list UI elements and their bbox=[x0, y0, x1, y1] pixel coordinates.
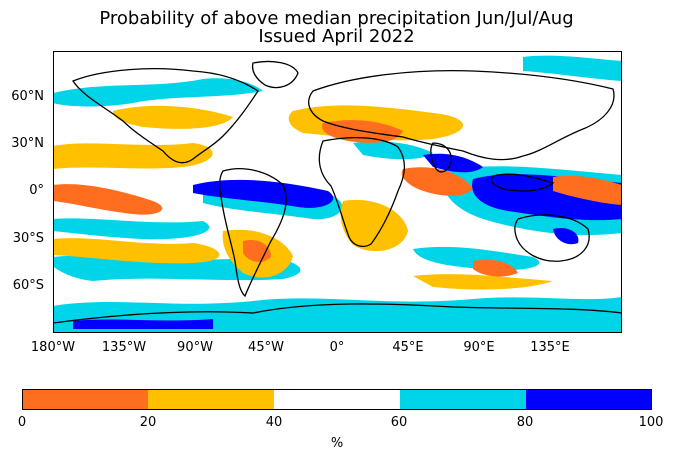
lat-label-30s: 30°S bbox=[12, 231, 44, 246]
field-yellow-africa-south bbox=[340, 199, 408, 252]
field-yellow-south-ind bbox=[413, 274, 553, 290]
lat-label-60s: 60°S bbox=[12, 278, 44, 293]
colorbar-segment-0 bbox=[22, 389, 149, 410]
field-blue-india bbox=[423, 153, 483, 173]
precipitation-map bbox=[53, 51, 622, 333]
field-orange-west-pacific bbox=[553, 175, 622, 205]
field-blue-atlantic bbox=[193, 179, 334, 208]
lon-label-45e: 45°E bbox=[392, 340, 424, 355]
field-cyan-pacific-south bbox=[53, 218, 210, 240]
outline-india bbox=[430, 142, 452, 173]
lon-label-135e: 135°E bbox=[530, 340, 570, 355]
colorbar-tick-0: 0 bbox=[17, 415, 27, 430]
field-blue-south bbox=[73, 319, 213, 329]
colorbar-tick-80: 80 bbox=[516, 415, 534, 430]
colorbar-tick-60: 60 bbox=[390, 415, 408, 430]
lon-label-90e: 90°E bbox=[463, 340, 495, 355]
lon-label-135w: 135°W bbox=[101, 340, 147, 355]
lat-label-30n: 30°N bbox=[11, 136, 44, 151]
colorbar bbox=[22, 389, 652, 410]
outline-greenland bbox=[251, 60, 299, 89]
outline-north-america bbox=[72, 68, 259, 164]
field-yellow-pacific bbox=[53, 143, 213, 169]
outline-antarctica bbox=[53, 303, 622, 324]
colorbar-unit: % bbox=[330, 436, 344, 451]
lon-label-45w: 45°W bbox=[248, 340, 284, 355]
field-cyan-top bbox=[523, 55, 622, 81]
outline-africa bbox=[318, 137, 406, 248]
outline-eurasia bbox=[308, 70, 615, 161]
outline-maritime-se-asia bbox=[490, 173, 555, 192]
lat-label-0: 0° bbox=[29, 183, 44, 198]
field-orange-south bbox=[473, 259, 518, 277]
colorbar-tick-20: 20 bbox=[139, 415, 157, 430]
colorbar-tick-100: 100 bbox=[638, 415, 664, 430]
map-frame bbox=[53, 51, 622, 333]
field-orange-east-pacific bbox=[53, 184, 163, 215]
map-subtitle: Issued April 2022 bbox=[258, 26, 415, 47]
field-orange-indian-ocean bbox=[401, 167, 473, 196]
colorbar-segment-2 bbox=[274, 389, 401, 410]
map-title: Probability of above median precipitatio… bbox=[99, 8, 574, 29]
colorbar-tick-40: 40 bbox=[265, 415, 283, 430]
outline-south-america bbox=[219, 168, 287, 298]
lon-label-180w: 180°W bbox=[30, 340, 76, 355]
field-cyan-central-asia bbox=[353, 141, 433, 160]
outline-australia bbox=[514, 214, 590, 262]
field-cyan-north bbox=[53, 78, 263, 107]
colorbar-segment-3 bbox=[400, 389, 527, 410]
colorbar-segment-1 bbox=[148, 389, 275, 410]
lat-label-60n: 60°N bbox=[11, 89, 44, 104]
probability-fields bbox=[53, 55, 622, 333]
lon-label-90w: 90°W bbox=[177, 340, 213, 355]
field-yellow-north-america bbox=[113, 105, 233, 129]
field-blue-australia bbox=[553, 227, 579, 245]
colorbar-segment-4 bbox=[526, 389, 652, 410]
lon-label-0: 0° bbox=[329, 340, 345, 355]
colorbar-frame bbox=[22, 389, 652, 410]
coastlines bbox=[53, 60, 622, 324]
field-yellow-south-pacific bbox=[53, 238, 220, 264]
